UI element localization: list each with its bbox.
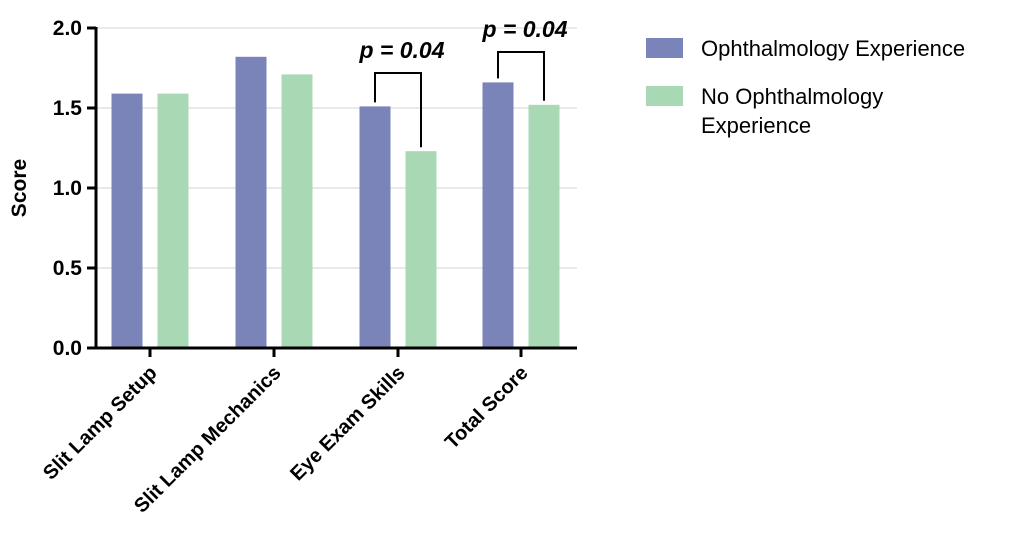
bars [111, 56, 560, 349]
y-tick-label: 1.0 [53, 177, 82, 200]
y-axis-title: Score [8, 159, 31, 217]
legend-label: No Ophthalmology Experience [701, 84, 883, 138]
legend-swatch [646, 86, 683, 106]
y-tick-label: 0.0 [53, 337, 82, 360]
bar-ophthalmology-experience-1 [235, 56, 267, 349]
bar-no-ophthalmology-experience-3 [528, 104, 560, 348]
significance-bracket [497, 51, 545, 101]
x-tick-label: Total Score [441, 362, 533, 454]
legend: Ophthalmology Experience No Ophthalmology… [646, 36, 965, 138]
bar-ophthalmology-experience-0 [111, 93, 143, 348]
y-tick-label: 1.5 [53, 97, 83, 120]
bar-ophthalmology-experience-2 [359, 106, 391, 349]
legend-swatch [646, 38, 683, 58]
p-value-label: p = 0.04 [358, 37, 444, 63]
significance-annotations: p = 0.04 p = 0.04 [358, 16, 568, 148]
x-tick-label: Slit Lamp Setup [39, 362, 161, 484]
y-tick-label: 2.0 [53, 17, 82, 40]
bar-no-ophthalmology-experience-0 [157, 93, 189, 348]
bar-no-ophthalmology-experience-1 [281, 74, 313, 349]
bar-ophthalmology-experience-3 [482, 82, 514, 349]
y-tick-label: 0.5 [53, 257, 83, 280]
x-tick-label: Eye Exam Skills [286, 362, 409, 485]
significance-bracket [374, 72, 422, 148]
legend-label: Ophthalmology Experience [701, 36, 965, 61]
bar-no-ophthalmology-experience-2 [405, 151, 437, 348]
p-value-label: p = 0.04 [481, 16, 567, 42]
